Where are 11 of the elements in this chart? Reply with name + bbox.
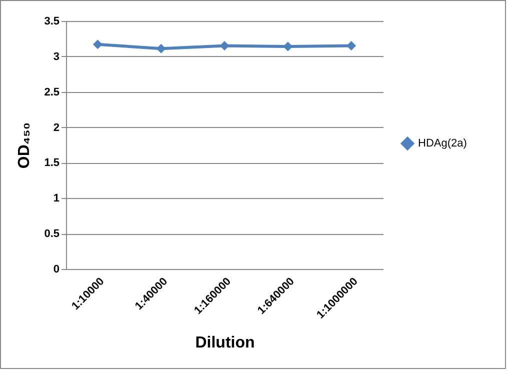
y-tick-label: 3.5	[44, 16, 60, 28]
y-tick-label: 1.5	[44, 157, 60, 170]
legend-label: HDAg(2a)	[418, 138, 467, 150]
y-tick-label: 0.5	[44, 228, 60, 240]
y-tick-label: 0	[53, 264, 60, 276]
y-axis-title: OD₄₅₀	[16, 122, 34, 169]
y-tick-label: 3	[53, 50, 60, 63]
y-tick-label: 2.5	[44, 86, 60, 98]
x-axis-title: Dilution	[195, 334, 255, 352]
y-tick-label: 1	[53, 192, 60, 205]
y-tick-label: 2	[53, 122, 60, 134]
